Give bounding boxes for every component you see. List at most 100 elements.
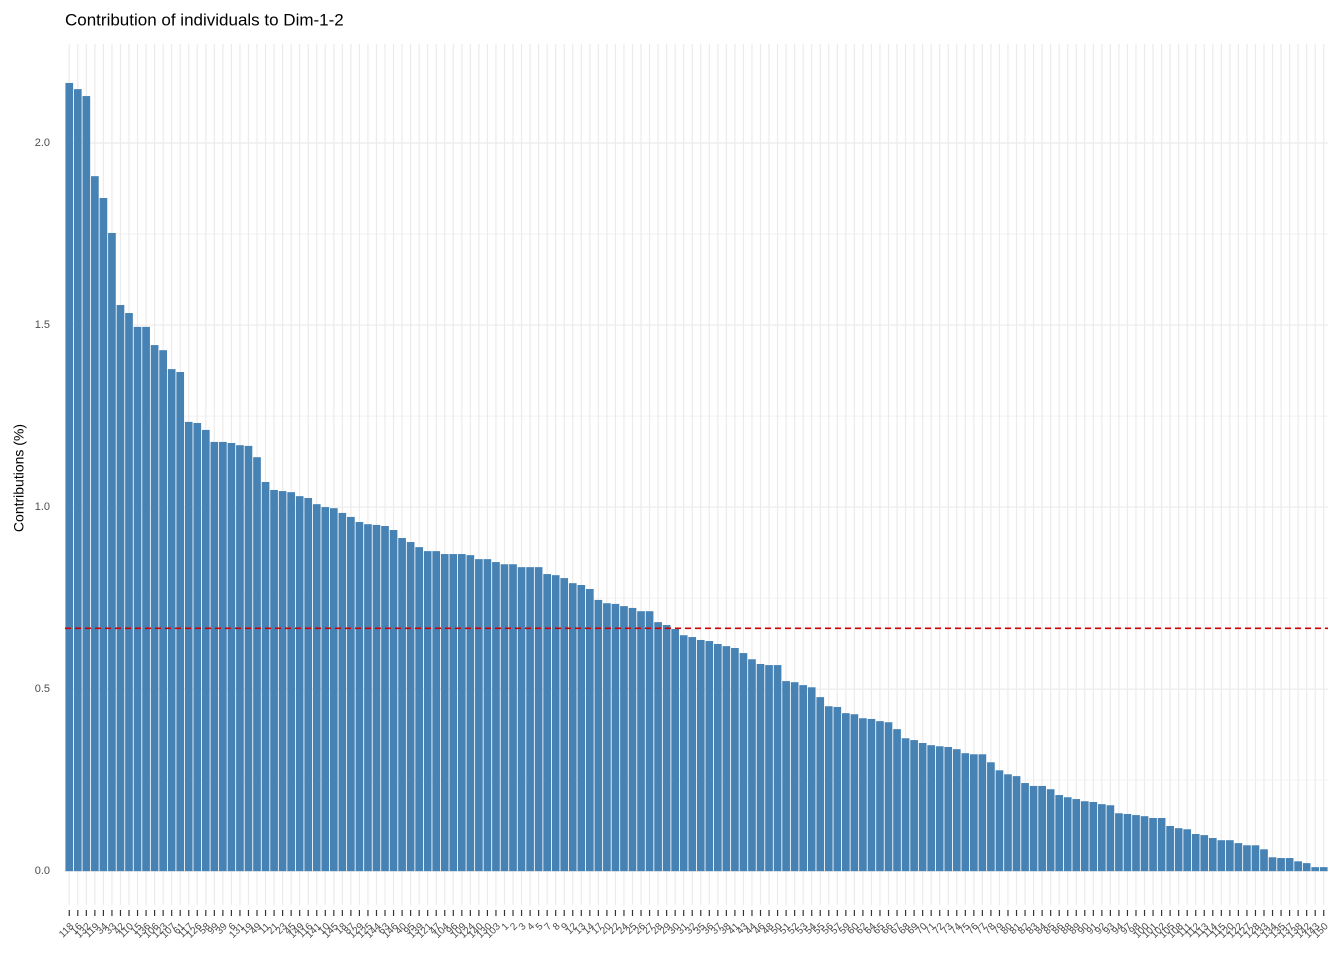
bar — [338, 512, 347, 872]
bar — [645, 611, 654, 872]
bar — [995, 770, 1004, 872]
bar — [1157, 817, 1166, 872]
bar — [1208, 838, 1217, 872]
bar — [884, 722, 893, 872]
bar — [1004, 774, 1012, 872]
bar — [364, 524, 372, 872]
bar — [790, 682, 799, 872]
bar — [1226, 840, 1234, 872]
bar — [543, 574, 551, 872]
bar — [876, 721, 884, 872]
bar — [321, 507, 330, 872]
bar — [952, 749, 961, 872]
bar — [355, 522, 364, 872]
bar — [603, 603, 611, 872]
bar — [1140, 816, 1149, 872]
bar — [406, 542, 415, 872]
bar — [765, 665, 773, 872]
bar — [389, 530, 398, 872]
bar — [1029, 785, 1038, 872]
bar — [1183, 829, 1192, 872]
bar — [312, 504, 321, 872]
bar — [347, 516, 355, 872]
bar — [1243, 845, 1251, 872]
bar — [295, 496, 304, 872]
bar — [1098, 804, 1106, 872]
bar — [1106, 805, 1115, 872]
bar — [176, 372, 185, 872]
bar — [193, 422, 202, 872]
bar — [935, 746, 944, 872]
bar — [261, 481, 270, 872]
bar — [978, 754, 987, 872]
bar — [73, 89, 82, 872]
bar — [500, 564, 509, 872]
bar — [381, 526, 389, 872]
bar — [816, 697, 825, 872]
bar — [551, 575, 560, 872]
bar — [713, 643, 722, 872]
bar — [637, 611, 645, 872]
bar — [807, 687, 816, 872]
bar — [688, 637, 697, 872]
bar — [1021, 783, 1029, 872]
bar — [1200, 835, 1209, 872]
bar — [457, 554, 466, 872]
bar — [236, 445, 244, 872]
bar — [423, 551, 432, 872]
bar — [722, 646, 731, 872]
bar — [1055, 795, 1064, 872]
bar — [432, 551, 441, 872]
bar — [1234, 843, 1243, 872]
bar — [901, 738, 910, 872]
bar — [585, 588, 594, 872]
bar — [1191, 834, 1200, 872]
bar — [1046, 789, 1055, 872]
bar — [116, 305, 125, 872]
bar — [594, 599, 603, 872]
bar — [893, 729, 901, 872]
bar — [534, 567, 543, 872]
bar — [731, 647, 739, 872]
bar — [620, 606, 628, 872]
bar — [398, 538, 406, 872]
bar — [509, 564, 517, 872]
bar — [1166, 825, 1174, 872]
bar — [526, 567, 534, 872]
bar — [108, 232, 116, 872]
bar — [125, 313, 133, 872]
bar — [475, 559, 483, 872]
bar — [944, 746, 953, 872]
bar — [833, 706, 842, 872]
y-tick-label: 1.0 — [35, 501, 50, 513]
bar — [1149, 817, 1157, 872]
bar — [679, 635, 688, 872]
bar — [253, 457, 261, 872]
bar — [577, 584, 586, 872]
bar — [82, 96, 91, 872]
bar — [961, 753, 970, 872]
bar — [150, 345, 159, 872]
bar — [927, 745, 936, 872]
bar — [1285, 858, 1294, 872]
bar — [159, 350, 167, 872]
bar — [133, 326, 142, 872]
bar — [850, 714, 859, 872]
bar — [483, 559, 492, 872]
bar — [671, 629, 680, 872]
bar — [1251, 845, 1260, 872]
bar — [773, 665, 782, 872]
bar — [696, 639, 705, 872]
bar — [65, 82, 74, 872]
y-tick-label: 2.0 — [35, 137, 50, 149]
bar — [1217, 840, 1226, 872]
bar — [1319, 867, 1328, 872]
bar — [219, 441, 227, 872]
bar — [1294, 861, 1302, 872]
bar — [440, 554, 449, 872]
chart-title: Contribution of individuals to Dim-1-2 — [65, 10, 344, 29]
y-axis-title: Contributions (%) — [11, 424, 27, 532]
bar — [99, 197, 108, 872]
bar — [287, 492, 295, 872]
